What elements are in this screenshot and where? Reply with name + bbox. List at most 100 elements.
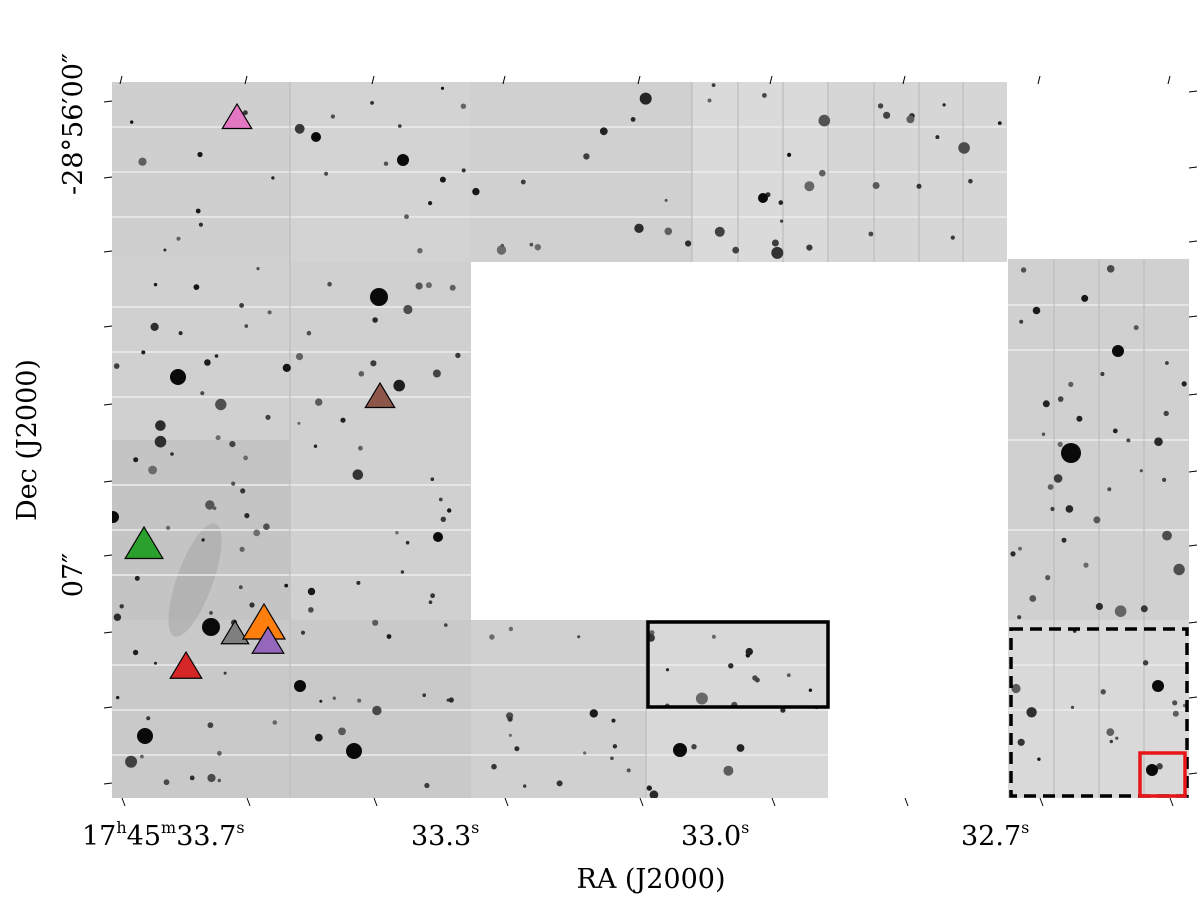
star: [664, 227, 673, 236]
star: [197, 151, 203, 158]
star: [1019, 319, 1024, 324]
star: [204, 359, 211, 366]
marker-green-triangle: [124, 525, 164, 560]
star: [209, 611, 213, 615]
star: [444, 623, 448, 627]
y-tick-left-3: [103, 325, 113, 328]
star: [723, 765, 734, 776]
bright-star-1: [170, 369, 186, 385]
y-tick-right-8: [1188, 696, 1198, 699]
star: [393, 379, 406, 392]
star: [113, 363, 120, 369]
star: [1107, 487, 1112, 492]
star: [356, 580, 361, 585]
star: [229, 441, 236, 448]
x-tick-bottom-3: [504, 797, 509, 807]
star: [611, 718, 616, 723]
star: [308, 607, 314, 613]
star: [113, 613, 122, 621]
star: [243, 455, 249, 461]
star: [745, 647, 753, 656]
star: [1133, 325, 1139, 331]
star: [207, 773, 216, 783]
star: [461, 168, 466, 173]
star: [1156, 763, 1163, 770]
star: [146, 716, 151, 721]
star: [1172, 700, 1178, 706]
star: [685, 240, 692, 247]
x-tick-top-8: [1167, 75, 1171, 85]
y-tick-right-0: [1188, 90, 1198, 93]
star: [508, 626, 514, 632]
star: [263, 523, 270, 530]
star: [707, 98, 712, 103]
x-tick-bottom-7: [1039, 797, 1044, 807]
star: [1100, 689, 1106, 695]
star: [440, 86, 445, 90]
marker-brown-triangle: [364, 381, 396, 409]
star: [664, 198, 668, 202]
y-tick-label-top: -28°56′00″: [58, 53, 89, 195]
star: [634, 223, 644, 233]
star: [1154, 437, 1163, 447]
diffuse-streak: [168, 523, 222, 637]
star: [589, 709, 598, 718]
star: [244, 513, 250, 519]
bright-star-8: [758, 193, 768, 203]
star: [787, 152, 792, 157]
star: [404, 214, 409, 220]
x-tick-labels: 17h45m33.7s 33.3s 33.0s 32.7s: [82, 818, 1029, 852]
star: [1020, 267, 1027, 273]
star: [370, 101, 374, 105]
star: [253, 529, 261, 537]
x-tick-top-5: [769, 75, 773, 85]
star: [649, 790, 659, 798]
star: [1139, 469, 1143, 473]
star: [491, 763, 497, 770]
star: [243, 110, 248, 116]
star: [626, 768, 631, 773]
star: [630, 117, 636, 122]
star: [140, 754, 144, 759]
star: [256, 267, 260, 271]
star: [1076, 415, 1083, 422]
star: [239, 546, 245, 552]
star: [201, 538, 205, 542]
star: [1095, 602, 1103, 611]
x-tick-bottom-4: [639, 797, 644, 807]
star: [403, 304, 413, 315]
star: [1068, 381, 1074, 387]
star: [711, 634, 716, 639]
star: [238, 585, 243, 590]
star: [370, 360, 377, 367]
x-tick-bottom-5: [771, 797, 776, 807]
x-tick-bottom-0: [121, 797, 126, 807]
star: [556, 780, 563, 787]
bright-star-0: [370, 288, 388, 306]
star: [1041, 432, 1046, 436]
star: [440, 516, 446, 522]
star: [1106, 265, 1115, 273]
star: [352, 469, 364, 481]
star: [217, 778, 221, 783]
star: [612, 744, 618, 749]
star: [780, 707, 786, 713]
star: [997, 121, 1002, 125]
star: [1109, 739, 1114, 744]
x-tick-label-33.7: 17h45m33.7s: [82, 818, 245, 852]
star: [460, 103, 467, 109]
star: [223, 671, 227, 675]
dashed-black-box: [1009, 627, 1189, 798]
star: [430, 593, 435, 599]
star: [372, 705, 382, 716]
star: [599, 127, 608, 136]
y-tick-left-2: [103, 250, 113, 253]
region-boxes: [646, 620, 1189, 798]
bright-star-7: [673, 743, 687, 757]
star: [134, 575, 140, 581]
star: [340, 417, 346, 423]
star: [215, 435, 221, 441]
star: [372, 317, 378, 323]
bright-star-12: [1146, 764, 1158, 776]
star: [514, 746, 520, 752]
